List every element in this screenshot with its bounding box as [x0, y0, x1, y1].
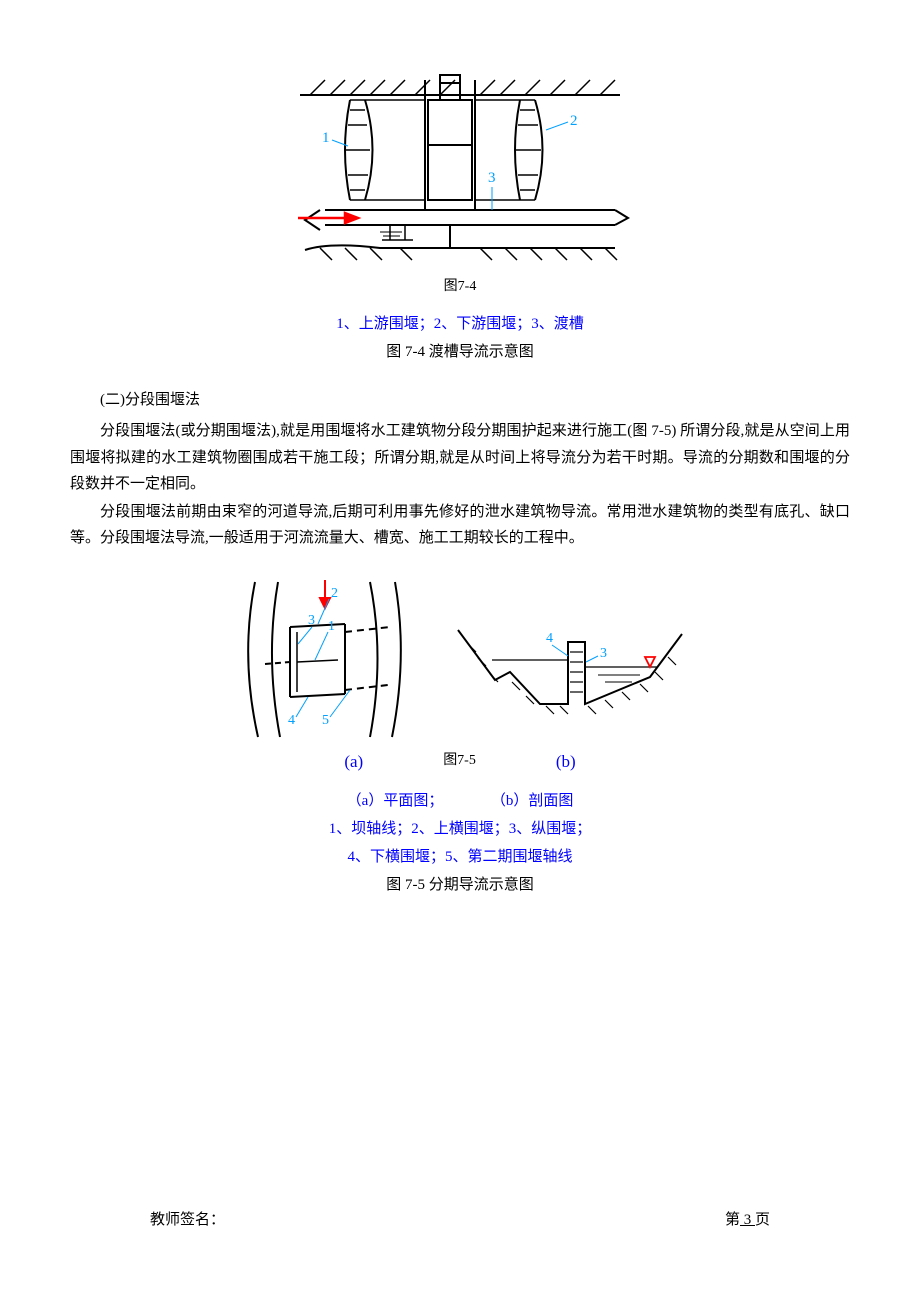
svg-text:2: 2	[570, 113, 578, 129]
subfig-b-label: (b)	[556, 748, 576, 775]
svg-text:3: 3	[488, 170, 496, 186]
svg-text:4: 4	[546, 631, 553, 646]
figure-7-5: 2 3 1 4 5	[70, 572, 850, 775]
figure-7-4-caption: 图 7-4 渡槽导流示意图	[70, 340, 850, 364]
figure-7-5-legend-3: 4、下横围堰；5、第二期围堰轴线	[70, 845, 850, 869]
teacher-signature-label: 教师签名：	[150, 1208, 225, 1232]
svg-text:4: 4	[288, 713, 295, 728]
figure-7-5a-svg: 2 3 1 4 5	[230, 572, 420, 742]
subfig-a-label: (a)	[344, 748, 363, 775]
svg-text:1: 1	[322, 130, 330, 146]
legend-1b: （b）剖面图	[491, 793, 574, 809]
figure-7-5-caption: 图 7-5 分期导流示意图	[70, 873, 850, 897]
svg-text:5: 5	[322, 713, 329, 728]
page-footer: 教师签名： 第 3 页	[0, 1208, 920, 1232]
svg-text:3: 3	[308, 613, 315, 628]
figure-7-4-short-label: 图7-4	[70, 276, 850, 298]
figure-7-5-legend-2: 1、坝轴线；2、上横围堰；3、纵围堰；	[70, 817, 850, 841]
section-heading: (二)分段围堰法	[70, 388, 850, 412]
figure-7-4-svg: 1 2 3	[270, 70, 650, 270]
svg-text:2: 2	[331, 586, 338, 601]
svg-text:3: 3	[600, 646, 607, 661]
figure-7-5-legend-1: （a）平面图； （b）剖面图	[70, 789, 850, 813]
subfigure-labels-row: (a) 图7-5 (b)	[70, 748, 850, 775]
figure-7-5b-svg: 4 3	[450, 612, 690, 742]
paragraph-1: 分段围堰法(或分期围堰法),就是用围堰将水工建筑物分段分期围护起来进行施工(图 …	[70, 418, 850, 497]
page-number: 第 3 页	[725, 1208, 770, 1232]
svg-text:1: 1	[328, 619, 335, 634]
figure-7-4: 1 2 3 图7-4	[70, 70, 850, 298]
paragraph-2: 分段围堰法前期由束窄的河道导流,后期可利用事先修好的泄水建筑物导流。常用泄水建筑…	[70, 499, 850, 552]
figure-7-4-legend: 1、上游围堰；2、下游围堰；3、渡槽	[70, 312, 850, 336]
legend-1a: （a）平面图；	[347, 793, 444, 809]
figure-7-5-short-label: 图7-5	[443, 750, 476, 772]
